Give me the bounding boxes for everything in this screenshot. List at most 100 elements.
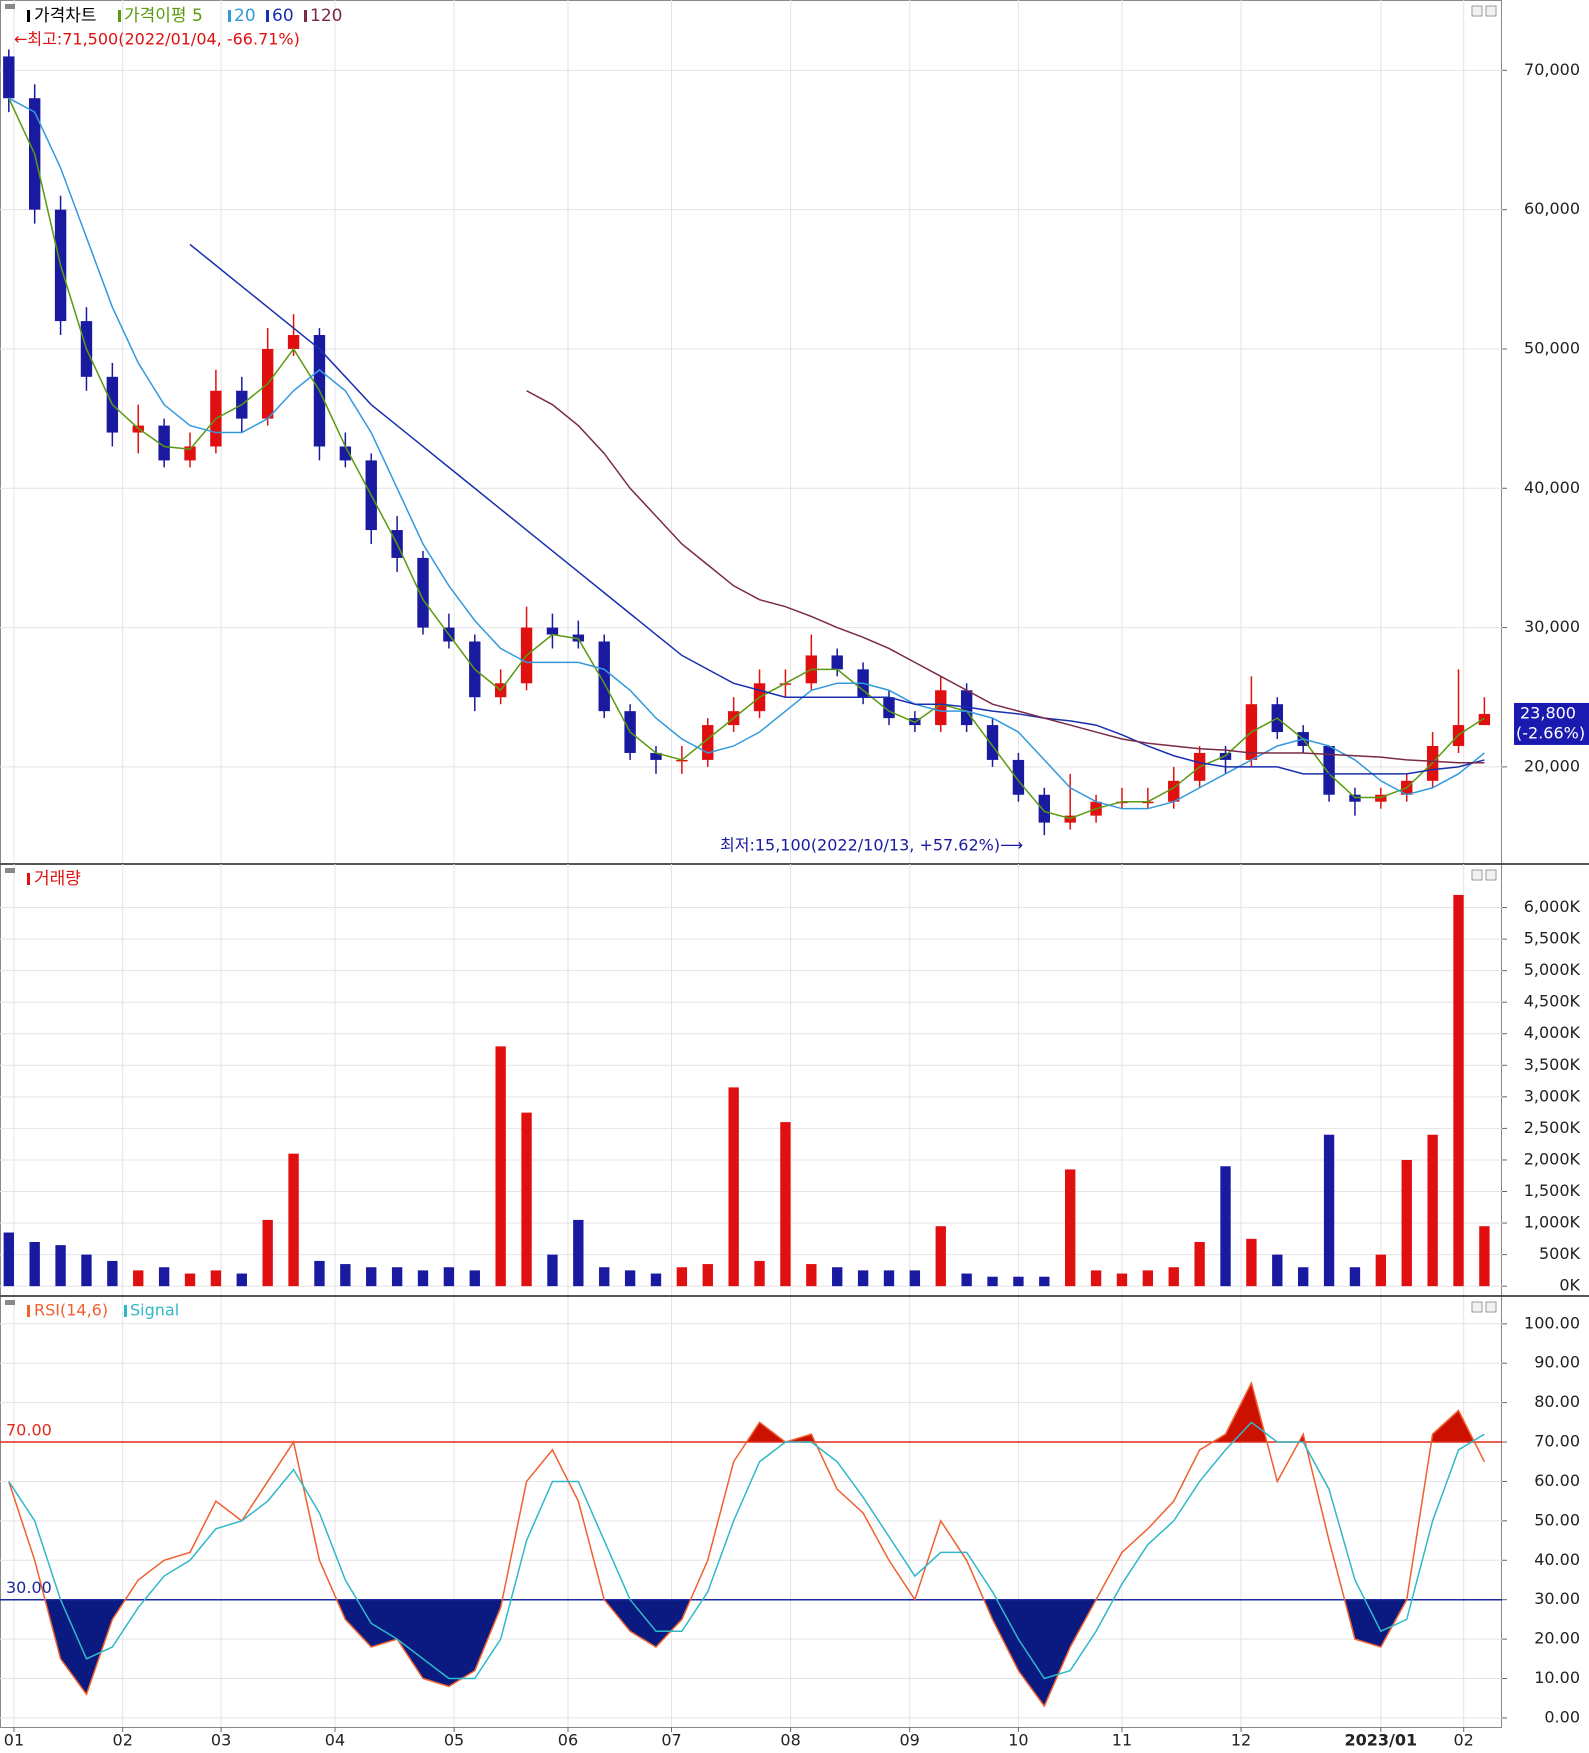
y-tick-label: 80.00 bbox=[1534, 1392, 1580, 1411]
volume-bar bbox=[573, 1219, 584, 1287]
line-series bbox=[8, 1421, 1485, 1680]
volume-bar bbox=[133, 1270, 144, 1287]
x-tick-label: 05 bbox=[444, 1731, 464, 1750]
volume-bar bbox=[676, 1267, 688, 1287]
legend-swatch bbox=[228, 10, 231, 22]
volume-bar bbox=[1065, 1169, 1076, 1287]
y-tick-label: 90.00 bbox=[1534, 1353, 1580, 1372]
candle-body bbox=[1168, 780, 1180, 802]
y-tick-label: 0.00 bbox=[1544, 1707, 1580, 1726]
y-tick-label: 30,000 bbox=[1524, 617, 1580, 636]
marks-layer bbox=[0, 49, 1502, 1708]
candle-body bbox=[598, 641, 610, 712]
y-tick-label: 30.00 bbox=[1534, 1589, 1580, 1608]
legend-ma: 가격이평 5 bbox=[124, 6, 203, 26]
volume-bar bbox=[29, 1241, 40, 1287]
x-tick-label: 01 bbox=[4, 1731, 24, 1750]
y-tick-label: 3,000K bbox=[1524, 1086, 1581, 1105]
y-tick-label: 40.00 bbox=[1534, 1550, 1580, 1569]
y-tick-label: 500K bbox=[1539, 1244, 1581, 1263]
y-tick-label: 70,000 bbox=[1524, 60, 1580, 79]
y-tick-label: 2,500K bbox=[1524, 1118, 1581, 1137]
volume-bar bbox=[1194, 1241, 1205, 1287]
volume-bar bbox=[1479, 1226, 1490, 1287]
volume-bar bbox=[1323, 1134, 1335, 1287]
y-tick-label: 20,000 bbox=[1524, 756, 1580, 775]
volume-bar bbox=[1246, 1238, 1257, 1287]
minimize-button[interactable] bbox=[1471, 1301, 1483, 1313]
candle-body bbox=[184, 446, 196, 461]
candle-body bbox=[883, 697, 895, 719]
y-tick-label: 4,500K bbox=[1524, 992, 1581, 1011]
y-tick-label: 60.00 bbox=[1534, 1471, 1580, 1490]
last-price-label: 23,800 bbox=[1520, 703, 1576, 722]
level-label: 70.00 bbox=[6, 1421, 52, 1440]
line-series bbox=[526, 390, 1485, 764]
legend-ma: 60 bbox=[272, 6, 294, 26]
candle-body bbox=[3, 56, 15, 99]
x-tick-label: 04 bbox=[325, 1731, 345, 1750]
volume-bar bbox=[1349, 1267, 1361, 1287]
legend-swatch bbox=[304, 10, 307, 22]
legend-swatch bbox=[27, 10, 30, 22]
minimize-button[interactable] bbox=[1471, 5, 1483, 17]
volume-bar bbox=[262, 1219, 273, 1287]
y-tick-label: 20.00 bbox=[1534, 1629, 1580, 1648]
volume-bar bbox=[184, 1273, 196, 1287]
x-tick-label: 08 bbox=[780, 1731, 800, 1750]
volume-bar bbox=[3, 1232, 14, 1287]
y-tick-label: 2,000K bbox=[1524, 1149, 1581, 1168]
legend-price: 가격차트 bbox=[34, 6, 97, 26]
x-tick-label: 10 bbox=[1008, 1731, 1028, 1750]
volume-bar bbox=[391, 1267, 403, 1287]
volume-bar bbox=[754, 1260, 765, 1287]
legend-ma: 20 bbox=[234, 6, 256, 26]
volume-bar bbox=[961, 1273, 972, 1287]
candle-body bbox=[417, 557, 429, 628]
legend-rsi: RSI(14,6) bbox=[34, 1301, 108, 1320]
volume-bar bbox=[469, 1270, 480, 1287]
legend-signal: Signal bbox=[130, 1301, 179, 1320]
candle-body bbox=[287, 335, 300, 349]
y-tick-label: 1,500K bbox=[1524, 1181, 1581, 1200]
x-tick-label: 03 bbox=[211, 1731, 231, 1750]
volume-bar bbox=[366, 1267, 377, 1287]
grid-layer bbox=[0, 0, 1507, 1732]
volume-bar bbox=[81, 1254, 92, 1287]
volume-bar bbox=[883, 1270, 895, 1287]
volume-bar bbox=[1090, 1270, 1102, 1287]
volume-bar bbox=[909, 1270, 921, 1287]
volume-bar bbox=[495, 1046, 506, 1287]
legend-swatch bbox=[27, 873, 30, 885]
volume-bar bbox=[210, 1270, 222, 1287]
candle-body bbox=[702, 725, 714, 760]
volume-bar bbox=[650, 1273, 662, 1287]
y-tick-label: 50,000 bbox=[1524, 338, 1580, 357]
x-tick-label: 11 bbox=[1112, 1731, 1132, 1750]
minimize-button[interactable] bbox=[1471, 869, 1483, 881]
text-layer: 20,000 30,000 40,000 50,000 60,000 70,000 23,8… bbox=[4, 60, 1589, 1750]
y-tick-label: 10.00 bbox=[1534, 1668, 1580, 1687]
oversold-fill bbox=[8, 1599, 1485, 1707]
volume-bar bbox=[340, 1264, 351, 1287]
candle-body bbox=[339, 446, 352, 461]
legend-swatch bbox=[124, 1305, 127, 1317]
candle-body bbox=[650, 752, 662, 760]
volume-bar bbox=[1453, 894, 1464, 1287]
volume-bar bbox=[158, 1267, 170, 1287]
candle-body bbox=[986, 725, 999, 760]
close-button[interactable] bbox=[1485, 869, 1497, 881]
y-tick-label: 70.00 bbox=[1534, 1432, 1580, 1451]
y-tick-label: 100.00 bbox=[1524, 1313, 1580, 1332]
close-button[interactable] bbox=[1485, 5, 1497, 17]
close-button[interactable] bbox=[1485, 1301, 1497, 1313]
candle-body bbox=[1323, 745, 1335, 795]
legend-ma: 120 bbox=[310, 6, 342, 26]
x-tick-label: 02 bbox=[113, 1731, 133, 1750]
volume-bar bbox=[417, 1270, 429, 1287]
y-tick-label: 5,000K bbox=[1524, 960, 1581, 979]
last-change-label: (-2.66%) bbox=[1516, 723, 1585, 742]
